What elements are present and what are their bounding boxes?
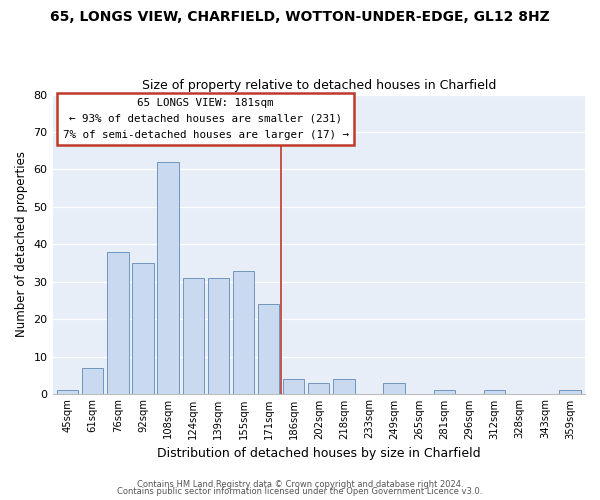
Bar: [57, 390, 78, 394]
Bar: [559, 390, 581, 394]
Bar: [308, 383, 329, 394]
Bar: [82, 368, 103, 394]
Title: Size of property relative to detached houses in Charfield: Size of property relative to detached ho…: [142, 79, 496, 92]
Bar: [258, 304, 279, 394]
Bar: [182, 278, 204, 394]
Bar: [107, 252, 128, 394]
Text: Contains HM Land Registry data © Crown copyright and database right 2024.: Contains HM Land Registry data © Crown c…: [137, 480, 463, 489]
Bar: [283, 379, 304, 394]
Bar: [333, 379, 355, 394]
Bar: [233, 270, 254, 394]
Bar: [208, 278, 229, 394]
Y-axis label: Number of detached properties: Number of detached properties: [15, 152, 28, 338]
Text: Contains public sector information licensed under the Open Government Licence v3: Contains public sector information licen…: [118, 488, 482, 496]
Bar: [434, 390, 455, 394]
X-axis label: Distribution of detached houses by size in Charfield: Distribution of detached houses by size …: [157, 447, 481, 460]
Text: 65, LONGS VIEW, CHARFIELD, WOTTON-UNDER-EDGE, GL12 8HZ: 65, LONGS VIEW, CHARFIELD, WOTTON-UNDER-…: [50, 10, 550, 24]
Bar: [484, 390, 505, 394]
Bar: [383, 383, 405, 394]
Bar: [157, 162, 179, 394]
Text: 65 LONGS VIEW: 181sqm
← 93% of detached houses are smaller (231)
7% of semi-deta: 65 LONGS VIEW: 181sqm ← 93% of detached …: [63, 98, 349, 140]
Bar: [132, 263, 154, 394]
